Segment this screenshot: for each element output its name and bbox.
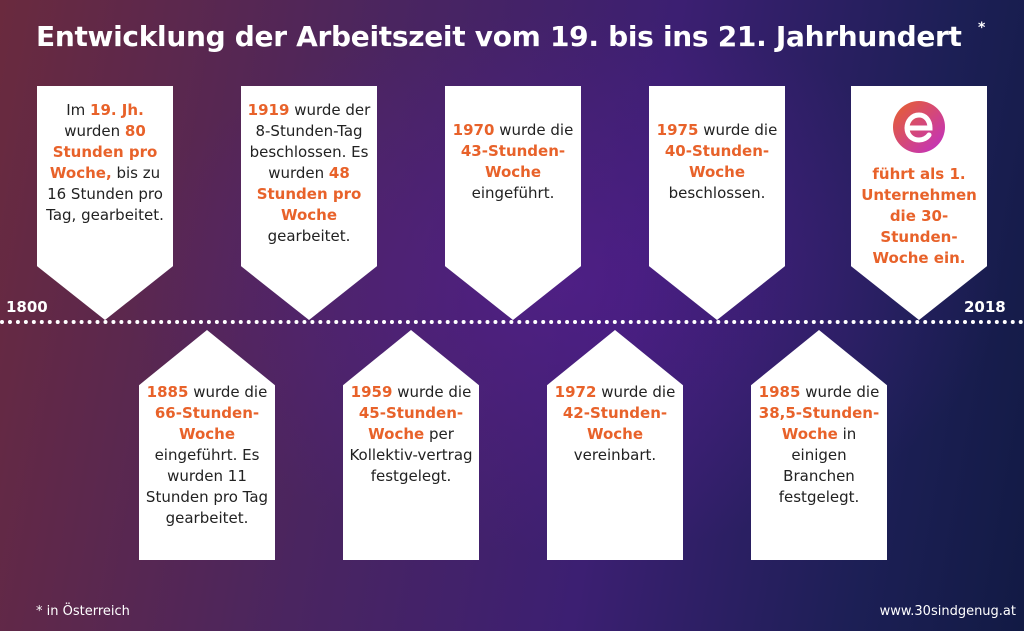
- milestone-card-1970: 1970 wurde die 43-Stunden-Woche eingefüh…: [445, 86, 581, 320]
- body-text: wurde die: [188, 383, 268, 401]
- highlight-text: 80 Stunden pro Woche,: [49, 122, 158, 182]
- page-title: Entwicklung der Arbeitszeit vom 19. bis …: [36, 20, 962, 53]
- footnote: * in Österreich: [36, 604, 130, 619]
- body-text: vereinbart.: [573, 446, 657, 464]
- body-text: wurde die: [494, 121, 574, 139]
- milestone-text-1919: 1919 wurde der 8-Stunden-Tag beschlossen…: [247, 100, 371, 247]
- highlight-text: 43-Stunden-Woche: [460, 142, 566, 181]
- highlight-text: 1975: [656, 121, 699, 139]
- milestone-text-1972: 1972 wurde die 42-Stunden-Woche vereinba…: [553, 382, 677, 466]
- highlight-text: 45-Stunden-Woche: [358, 404, 464, 443]
- milestone-card-1972: 1972 wurde die 42-Stunden-Woche vereinba…: [547, 330, 683, 560]
- highlight-text: 66-Stunden-Woche: [154, 404, 260, 443]
- milestone-card-2018: führt als 1. Unternehmen die 30-Stunden-…: [851, 86, 987, 320]
- timeline-end-year: 2018: [964, 298, 1006, 316]
- body-text: bis zu 16 Stunden pro Tag, gearbeitet.: [46, 164, 164, 224]
- highlight-text: 1885: [146, 383, 189, 401]
- body-text: wurde die: [800, 383, 880, 401]
- milestone-text-1970: 1970 wurde die 43-Stunden-Woche eingefüh…: [451, 120, 575, 204]
- milestone-text-2018: führt als 1. Unternehmen die 30-Stunden-…: [857, 164, 981, 269]
- body-text: per Kollektiv-vertrag festgelegt.: [349, 425, 473, 485]
- highlight-text: 1970: [452, 121, 495, 139]
- highlight-text: 42-Stunden-Woche: [562, 404, 668, 443]
- timeline-start-year: 1800: [6, 298, 48, 316]
- body-text: gearbeitet.: [267, 227, 351, 245]
- milestone-card-1985: 1985 wurde die 38,5-Stunden-Woche in ein…: [751, 330, 887, 560]
- highlight-text: führt als 1. Unternehmen die 30-Stunden-…: [861, 165, 977, 267]
- e-logo-icon: [893, 101, 945, 153]
- milestone-text-19jh: Im 19. Jh. wurden 80 Stunden pro Woche, …: [43, 100, 167, 226]
- highlight-text: 38,5-Stunden-Woche: [758, 404, 880, 443]
- body-text: in einigen Branchen festgelegt.: [778, 425, 860, 506]
- milestone-text-1885: 1885 wurde die 66-Stunden-Woche eingefüh…: [145, 382, 269, 529]
- body-text: Im: [66, 101, 91, 119]
- body-text: eingeführt. Es wurden 11 Stunden pro Tag…: [145, 446, 269, 527]
- highlight-text: 48 Stunden pro Woche: [256, 164, 362, 224]
- milestone-text-1975: 1975 wurde die 40-Stunden-Woche beschlos…: [655, 120, 779, 204]
- highlight-text: 1985: [758, 383, 801, 401]
- milestone-card-1919: 1919 wurde der 8-Stunden-Tag beschlossen…: [241, 86, 377, 320]
- highlight-text: 40-Stunden-Woche: [664, 142, 770, 181]
- milestone-card-1959: 1959 wurde die 45-Stunden-Woche per Koll…: [343, 330, 479, 560]
- body-text: wurde die: [392, 383, 472, 401]
- milestone-text-1985: 1985 wurde die 38,5-Stunden-Woche in ein…: [757, 382, 881, 508]
- highlight-text: 19. Jh.: [90, 101, 144, 119]
- body-text: wurde die: [596, 383, 676, 401]
- highlight-text: 1919: [247, 101, 290, 119]
- milestone-text-1959: 1959 wurde die 45-Stunden-Woche per Koll…: [349, 382, 473, 487]
- timeline-dotted-line: [0, 320, 1024, 324]
- website-link[interactable]: www.30sindgenug.at: [879, 604, 1016, 619]
- highlight-text: 1959: [350, 383, 393, 401]
- milestone-card-1975: 1975 wurde die 40-Stunden-Woche beschlos…: [649, 86, 785, 320]
- title-footnote-mark: *: [978, 20, 986, 36]
- body-text: wurde die: [698, 121, 778, 139]
- body-text: wurden: [64, 122, 125, 140]
- milestone-card-19jh: Im 19. Jh. wurden 80 Stunden pro Woche, …: [37, 86, 173, 320]
- milestone-card-1885: 1885 wurde die 66-Stunden-Woche eingefüh…: [139, 330, 275, 560]
- body-text: wurde der 8-Stunden-Tag beschlossen. Es …: [249, 101, 371, 182]
- body-text: eingeführt.: [471, 184, 555, 202]
- highlight-text: 1972: [554, 383, 597, 401]
- body-text: beschlossen.: [668, 184, 766, 202]
